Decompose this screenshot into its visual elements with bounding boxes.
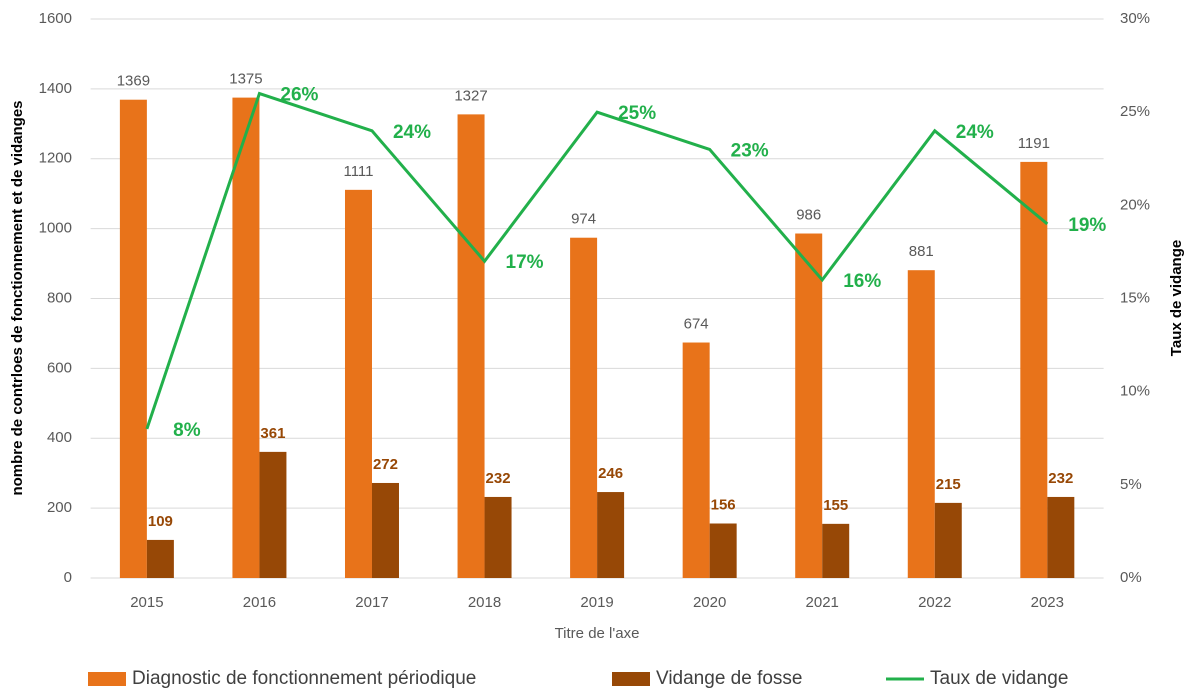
y2-tick-label: 5% [1120, 476, 1142, 493]
bar-value-label: 156 [711, 496, 736, 513]
x-tick-label: 2016 [243, 594, 276, 611]
bar-value-label: 1369 [117, 73, 150, 90]
bar [484, 496, 512, 578]
x-tick-label: 2020 [693, 594, 726, 611]
rate-label: 23% [731, 140, 769, 161]
bar-value-label: 1111 [343, 163, 373, 180]
rate-label: 24% [956, 122, 994, 143]
bar [907, 270, 935, 578]
y2-tick-label: 20% [1120, 196, 1150, 213]
y-tick-label: 800 [47, 289, 72, 306]
bar [457, 114, 485, 579]
bar [146, 539, 174, 578]
bar [371, 482, 399, 578]
y-tick-label: 0 [64, 569, 72, 586]
bar-value-label: 215 [936, 476, 961, 493]
x-tick-label: 2019 [580, 594, 613, 611]
bar [1047, 496, 1075, 578]
bar [822, 523, 850, 578]
bar-value-label: 232 [486, 470, 511, 487]
rate-label: 25% [618, 103, 656, 124]
y2-axis-title: Taux de vidange [1168, 240, 1185, 356]
y2-tick-label: 10% [1120, 383, 1150, 400]
x-tick-label: 2015 [130, 594, 163, 611]
legend-swatch [612, 672, 650, 686]
x-tick-label: 2018 [468, 594, 501, 611]
rate-line [145, 91, 1049, 430]
legend-label: Vidange de fosse [656, 668, 803, 689]
y2-tick-label: 25% [1120, 103, 1150, 120]
y-tick-label: 200 [47, 499, 72, 516]
x-tick-label: 2017 [355, 594, 388, 611]
bar [934, 502, 962, 578]
rate-label: 8% [173, 420, 201, 441]
bar [709, 523, 737, 578]
bar [259, 451, 287, 578]
bar [232, 97, 260, 578]
y-tick-label: 400 [47, 429, 72, 446]
bar-value-label: 974 [571, 211, 596, 228]
legend-label: Taux de vidange [930, 668, 1068, 689]
bar-value-label: 272 [373, 456, 398, 473]
x-tick-label: 2021 [806, 594, 839, 611]
x-tick-label: 2023 [1031, 594, 1064, 611]
bar-value-label: 155 [823, 497, 848, 514]
bar-value-label: 1191 [1018, 135, 1050, 152]
bar [1020, 161, 1048, 578]
y2-tick-label: 30% [1120, 10, 1150, 27]
y2-tick-label: 0% [1120, 569, 1142, 586]
bar [682, 342, 710, 578]
legend-label: Diagnostic de fonctionnement périodique [132, 668, 476, 689]
bar-value-label: 1375 [229, 71, 262, 88]
rate-label: 19% [1068, 215, 1106, 236]
x-axis-title: Titre de l'axe [555, 625, 640, 642]
y-tick-label: 1200 [39, 150, 72, 167]
y2-tick-label: 15% [1120, 289, 1150, 306]
y-tick-label: 1600 [39, 10, 72, 27]
bar-value-label: 246 [598, 465, 623, 482]
rate-label: 26% [280, 85, 318, 106]
bar [344, 189, 372, 579]
y-axis-title: nombre de contrloes de fonctionnement et… [9, 100, 26, 495]
bar [597, 492, 625, 578]
rate-label: 16% [843, 271, 881, 292]
bar-value-label: 986 [796, 206, 821, 223]
rate-label: 24% [393, 122, 431, 143]
rate-label: 17% [506, 252, 544, 273]
bar-value-label: 232 [1048, 470, 1073, 487]
legend-swatch [88, 672, 126, 686]
bar-value-label: 674 [684, 315, 709, 332]
y-tick-label: 1000 [39, 220, 72, 237]
y-tick-label: 1400 [39, 80, 72, 97]
bar-value-label: 109 [148, 513, 173, 530]
bar-value-label: 1327 [454, 87, 487, 104]
y-tick-label: 600 [47, 359, 72, 376]
bar [795, 233, 823, 579]
bar-value-label: 881 [909, 243, 934, 260]
bar [570, 237, 598, 579]
x-tick-label: 2022 [918, 594, 951, 611]
bar [119, 99, 147, 578]
bar-value-label: 361 [260, 425, 285, 442]
